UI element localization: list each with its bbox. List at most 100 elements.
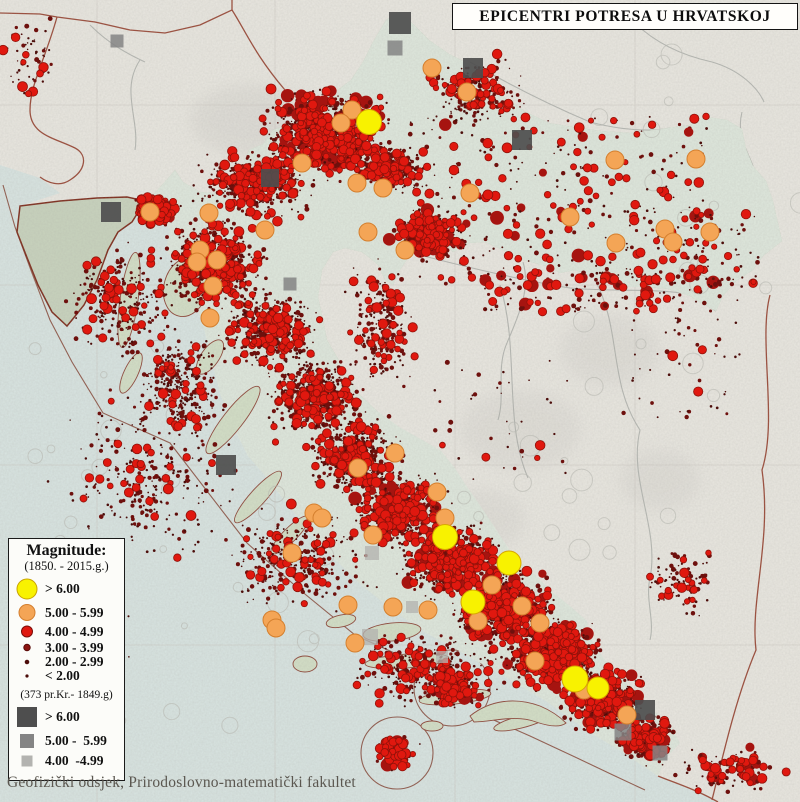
historic-earthquake-square: [436, 651, 448, 663]
legend-row: 5.00 - 5.99: [9, 730, 124, 752]
historic-earthquake-square: [635, 700, 655, 720]
legend-row: 3.00 - 3.99: [9, 640, 124, 655]
historic-earthquake-square: [110, 34, 124, 48]
historic-earthquake-square: [365, 546, 379, 560]
earthquake-m5-circle: [312, 508, 332, 528]
legend-row-label: 2.00 - 2.99: [45, 654, 104, 670]
earthquake-m5-circle: [266, 618, 286, 638]
earthquake-m5-circle: [525, 651, 545, 671]
historic-earthquake-square: [652, 745, 668, 761]
legend-row: > 6.00: [9, 704, 124, 730]
earthquake-m5-circle: [292, 153, 312, 173]
legend-circle-symbol: [9, 602, 45, 623]
legend-square-symbol: [9, 752, 45, 770]
earthquake-m5-circle: [395, 240, 415, 260]
earthquake-m5-circle: [255, 220, 275, 240]
earthquake-m5-circle: [700, 222, 720, 242]
earthquake-m5-circle: [606, 233, 626, 253]
legend-row-label: < 2.00: [45, 668, 80, 684]
earthquake-m5-circle: [617, 705, 637, 725]
earthquake-m5-circle: [348, 458, 368, 478]
legend-row: 5.00 - 5.99: [9, 602, 124, 623]
historic-earthquake-square: [389, 12, 411, 34]
legend-row-label: 4.00 -4.99: [45, 753, 104, 769]
earthquake-m6-circle: [432, 524, 458, 550]
earthquake-m5-circle: [512, 596, 532, 616]
legend-square-symbol: [9, 704, 45, 730]
earthquake-m5-circle: [342, 100, 362, 120]
legend-circle-symbol: [9, 655, 45, 669]
earthquake-m5-circle: [385, 443, 405, 463]
historic-earthquake-square: [463, 58, 483, 78]
historic-earthquake-square: [283, 277, 297, 291]
legend-row: 2.00 - 2.99: [9, 655, 124, 669]
earthquake-m5-circle: [373, 178, 393, 198]
historic-earthquake-square: [261, 169, 279, 187]
legend-circle-symbol: [9, 669, 45, 683]
earthquake-m5-circle: [457, 82, 477, 102]
earthquake-m5-circle: [358, 222, 378, 242]
legend-row-label: > 6.00: [45, 581, 80, 597]
legend: Magnitude: (1850. - 2015.g.) > 6.00 5.00 …: [8, 538, 125, 781]
earthquake-m5-circle: [427, 482, 447, 502]
legend-title: Magnitude:: [26, 542, 107, 559]
attribution: Geofizički odsjek, Prirodoslovno-matemat…: [7, 774, 356, 791]
legend-row-label: 5.00 - 5.99: [45, 733, 107, 749]
earthquake-m5-circle: [422, 58, 442, 78]
earthquake-m5-circle: [345, 633, 365, 653]
historic-earthquake-square: [362, 629, 378, 645]
earthquake-m5-circle: [282, 543, 302, 563]
legend-row: > 6.00: [9, 576, 124, 602]
map-title: EPICENTRI POTRESA U HRVATSKOJ: [452, 3, 798, 30]
legend-circle-symbol: [9, 623, 45, 640]
earthquake-m5-circle: [207, 250, 227, 270]
earthquake-m5-circle: [530, 613, 550, 633]
legend-square-symbol: [9, 730, 45, 752]
earthquake-m5-circle: [663, 232, 683, 252]
earthquake-m5-circle: [363, 525, 383, 545]
legend-row-label: 3.00 - 3.99: [45, 639, 104, 655]
earthquake-m5-circle: [418, 600, 438, 620]
legend-period-historic: (373 pr.Kr.- 1849.g): [20, 689, 113, 701]
historic-earthquake-square: [387, 40, 403, 56]
earthquake-m5-circle: [187, 252, 207, 272]
legend-historic-classes: > 6.00 5.00 - 5.99 4.00 -4.99: [9, 704, 124, 770]
historic-earthquake-square: [101, 202, 121, 222]
earthquake-m5-circle: [331, 113, 351, 133]
legend-recent-classes: > 6.00 5.00 - 5.99 4.00 - 4.99 3.00 - 3.99 2…: [9, 576, 124, 683]
earthquake-m6-circle: [586, 676, 610, 700]
earthquake-m5-circle: [203, 276, 223, 296]
earthquake-m5-circle: [347, 173, 367, 193]
earthquake-m5-circle: [199, 203, 219, 223]
earthquake-m5-circle: [383, 597, 403, 617]
earthquake-m6-circle: [460, 589, 486, 615]
earthquake-m5-circle: [605, 150, 625, 170]
earthquake-m6-circle: [496, 550, 522, 576]
legend-row: 4.00 -4.99: [9, 752, 124, 770]
legend-row: < 2.00: [9, 669, 124, 683]
legend-row: 4.00 - 4.99: [9, 623, 124, 640]
legend-row-label: 5.00 - 5.99: [45, 604, 104, 620]
legend-circle-symbol: [9, 576, 45, 602]
earthquake-m5-circle: [560, 207, 580, 227]
historic-earthquake-square: [614, 723, 632, 741]
earthquake-m6-circle: [356, 109, 382, 135]
historic-earthquake-square: [216, 455, 236, 475]
earthquake-m6-circle: [561, 665, 589, 693]
historic-earthquake-square: [406, 601, 418, 613]
earthquake-m5-circle: [468, 611, 488, 631]
legend-circle-symbol: [9, 640, 45, 655]
legend-row-label: > 6.00: [45, 709, 80, 725]
earthquake-m5-circle: [686, 149, 706, 169]
earthquake-m5-circle: [140, 202, 160, 222]
earthquake-m5-circle: [460, 183, 480, 203]
legend-period-recent: (1850. - 2015.g.): [24, 559, 109, 573]
historic-earthquake-square: [512, 130, 532, 150]
earthquake-m5-circle: [200, 308, 220, 328]
earthquake-m5-circle: [482, 575, 502, 595]
legend-row-label: 4.00 - 4.99: [45, 623, 104, 639]
earthquake-m5-circle: [338, 595, 358, 615]
